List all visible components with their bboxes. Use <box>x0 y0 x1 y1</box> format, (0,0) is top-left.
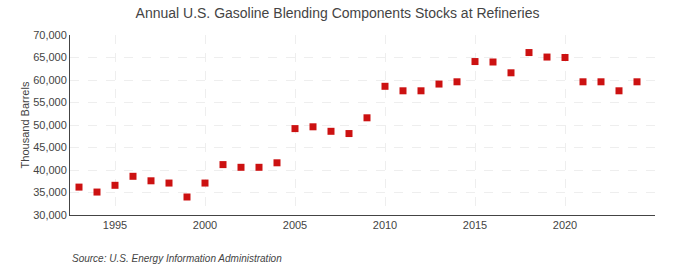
svg-text:1995: 1995 <box>103 219 127 231</box>
svg-text:45,000: 45,000 <box>33 141 67 153</box>
svg-text:65,000: 65,000 <box>33 51 67 63</box>
svg-text:60,000: 60,000 <box>33 74 67 86</box>
svg-text:30,000: 30,000 <box>33 209 67 221</box>
svg-text:Annual U.S. Gasoline Blending: Annual U.S. Gasoline Blending Components… <box>136 5 540 21</box>
svg-text:70,000: 70,000 <box>33 29 67 41</box>
svg-text:2010: 2010 <box>373 219 397 231</box>
svg-text:Thousand Barrels: Thousand Barrels <box>19 81 31 168</box>
svg-text:2005: 2005 <box>283 219 307 231</box>
svg-text:2000: 2000 <box>193 219 217 231</box>
svg-text:50,000: 50,000 <box>33 119 67 131</box>
svg-text:Source: U.S. Energy Informatio: Source: U.S. Energy Information Administ… <box>72 253 282 264</box>
svg-text:35,000: 35,000 <box>33 186 67 198</box>
svg-text:2015: 2015 <box>463 219 487 231</box>
svg-text:40,000: 40,000 <box>33 164 67 176</box>
svg-text:2020: 2020 <box>553 219 577 231</box>
svg-text:55,000: 55,000 <box>33 96 67 108</box>
